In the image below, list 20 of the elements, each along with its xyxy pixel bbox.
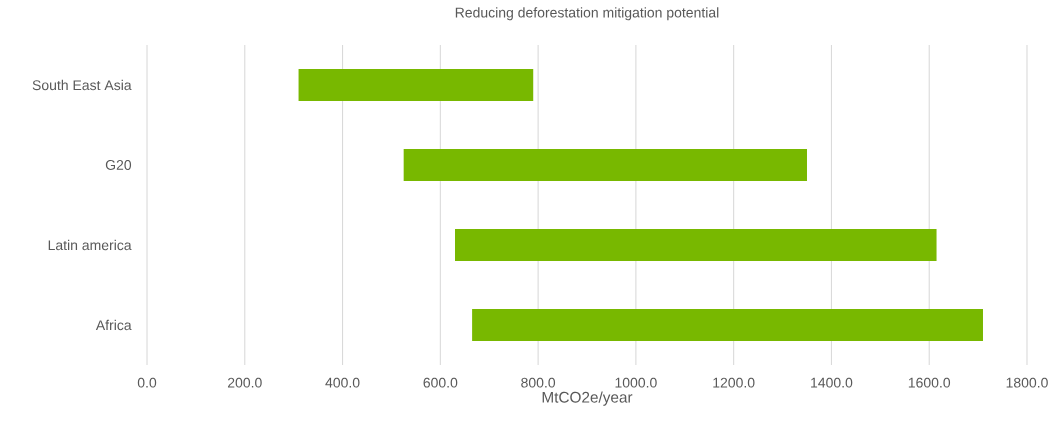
x-tick-label: 1400.0	[811, 377, 853, 388]
chart-title: Reducing deforestation mitigation potential	[455, 7, 719, 21]
bar	[455, 228, 937, 261]
bar	[472, 308, 983, 341]
y-tick-label: Latin america	[48, 239, 132, 251]
x-tick-label: 0.0	[137, 377, 157, 388]
x-tick-label: 200.0	[227, 377, 262, 388]
x-tick-label: 600.0	[423, 377, 458, 388]
bar	[298, 69, 534, 101]
y-tick-label: G20	[105, 160, 132, 170]
x-tick-label: 1200.0	[713, 377, 755, 388]
y-tick-label: South East Asia	[32, 79, 132, 91]
x-tick-label: 800.0	[521, 377, 556, 388]
x-axis-title: MtCO2e/year	[542, 391, 633, 406]
x-tick-label: 1600.0	[908, 377, 951, 388]
x-tick-label: 400.0	[325, 377, 360, 388]
x-tick-label: 1800.0	[1006, 377, 1048, 388]
x-tick-label: 1000.0	[615, 377, 657, 388]
y-tick-label: Africa	[95, 319, 132, 331]
bar	[403, 148, 807, 181]
